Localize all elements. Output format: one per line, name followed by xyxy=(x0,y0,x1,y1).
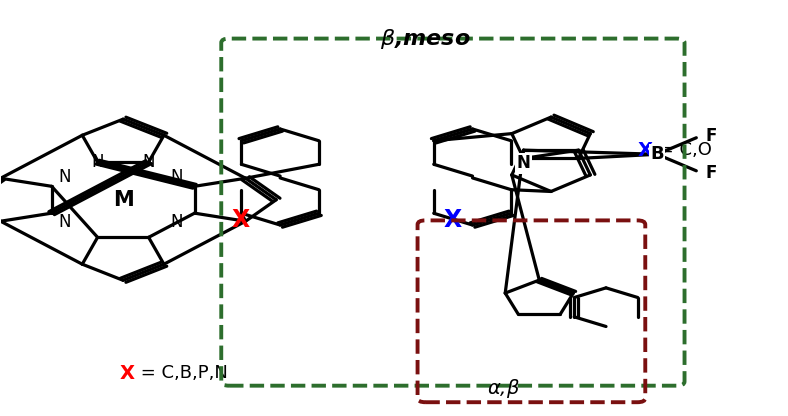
Text: F: F xyxy=(706,127,717,145)
Text: N: N xyxy=(143,153,155,171)
Text: X: X xyxy=(120,364,135,383)
Text: $\alpha$,$\beta$: $\alpha$,$\beta$ xyxy=(488,377,520,401)
Text: N: N xyxy=(517,154,530,172)
Text: F: F xyxy=(706,164,717,182)
Text: N: N xyxy=(170,213,183,231)
Text: B: B xyxy=(650,145,663,163)
Text: M: M xyxy=(113,190,133,210)
Text: X: X xyxy=(232,208,250,233)
Text: $\beta$,meso: $\beta$,meso xyxy=(380,27,470,51)
Text: = C,O: = C,O xyxy=(653,141,712,159)
Text: X: X xyxy=(444,208,462,233)
Text: N: N xyxy=(91,153,104,171)
Text: N: N xyxy=(170,168,183,186)
Text: X: X xyxy=(638,141,653,160)
Text: N: N xyxy=(58,168,70,186)
Text: N: N xyxy=(58,213,70,231)
Text: = C,B,P,N: = C,B,P,N xyxy=(135,364,228,382)
